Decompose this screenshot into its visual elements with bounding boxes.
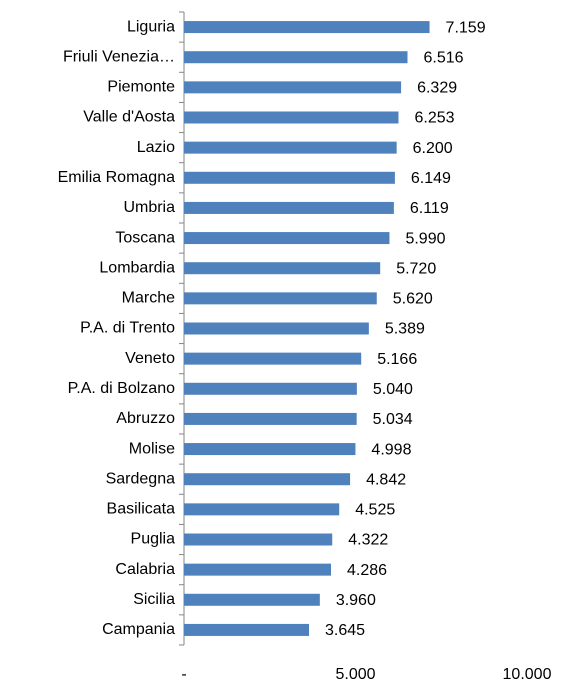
value-label: 4.998	[371, 441, 411, 458]
bar	[184, 111, 399, 124]
category-label: Friuli Venezia…	[63, 48, 175, 65]
category-label: Marche	[122, 290, 175, 307]
category-label: Umbria	[123, 199, 175, 216]
bar	[184, 232, 390, 245]
bar	[184, 352, 362, 365]
value-label: 4.322	[348, 532, 388, 549]
value-label: 4.525	[355, 502, 395, 519]
value-label: 6.119	[410, 200, 449, 217]
bar	[184, 171, 395, 184]
bar	[184, 563, 332, 576]
value-label: 3.960	[336, 592, 376, 609]
value-label: 5.034	[373, 411, 413, 428]
category-label: Liguria	[127, 18, 175, 35]
bar	[184, 262, 381, 275]
value-label: 4.286	[347, 562, 387, 579]
category-label: Molise	[129, 440, 175, 457]
value-label: 6.149	[411, 170, 451, 187]
bar	[184, 292, 377, 305]
value-label: 4.842	[366, 471, 406, 488]
value-label: 6.253	[414, 110, 454, 127]
bar	[184, 141, 397, 154]
category-label: Lazio	[137, 139, 175, 156]
category-label: Toscana	[115, 229, 175, 246]
category-label: Veneto	[125, 350, 175, 367]
category-label: Basilicata	[107, 501, 176, 518]
bar	[184, 623, 310, 636]
bar	[184, 81, 402, 94]
bar	[184, 382, 357, 395]
value-label: 6.516	[423, 49, 463, 66]
bar	[184, 443, 356, 456]
category-label: Puglia	[131, 531, 176, 548]
bar	[184, 412, 357, 425]
value-label: 3.645	[325, 622, 365, 639]
value-label: 5.990	[405, 230, 445, 247]
bar	[184, 473, 351, 486]
value-label: 7.159	[446, 19, 486, 36]
value-label: 5.040	[373, 381, 413, 398]
bar	[184, 21, 430, 34]
category-label: Sicilia	[133, 591, 175, 608]
bar	[184, 201, 394, 214]
bar	[184, 51, 408, 64]
bar	[184, 593, 320, 606]
category-label: Sardegna	[106, 470, 175, 487]
bar	[184, 533, 333, 546]
bar	[184, 322, 369, 335]
value-label: 5.166	[377, 351, 417, 368]
category-label: Abruzzo	[116, 410, 175, 427]
value-label: 5.720	[396, 260, 436, 277]
x-tick-label: 5.000	[335, 666, 375, 683]
bar	[184, 503, 340, 516]
category-label: P.A. di Trento	[80, 320, 175, 337]
x-tick-label: -	[181, 666, 186, 683]
category-label: P.A. di Bolzano	[68, 380, 175, 397]
value-label: 5.620	[393, 291, 433, 308]
category-label: Valle d'Aosta	[83, 109, 175, 126]
category-label: Lombardia	[99, 259, 175, 276]
value-label: 6.200	[413, 140, 453, 157]
category-label: Campania	[102, 621, 175, 638]
category-label: Piemonte	[107, 79, 175, 96]
category-label: Emilia Romagna	[58, 169, 175, 186]
x-tick-label: 10.000	[503, 666, 552, 683]
value-label: 5.389	[385, 321, 425, 338]
value-label: 6.329	[417, 80, 457, 97]
category-label: Calabria	[115, 561, 175, 578]
